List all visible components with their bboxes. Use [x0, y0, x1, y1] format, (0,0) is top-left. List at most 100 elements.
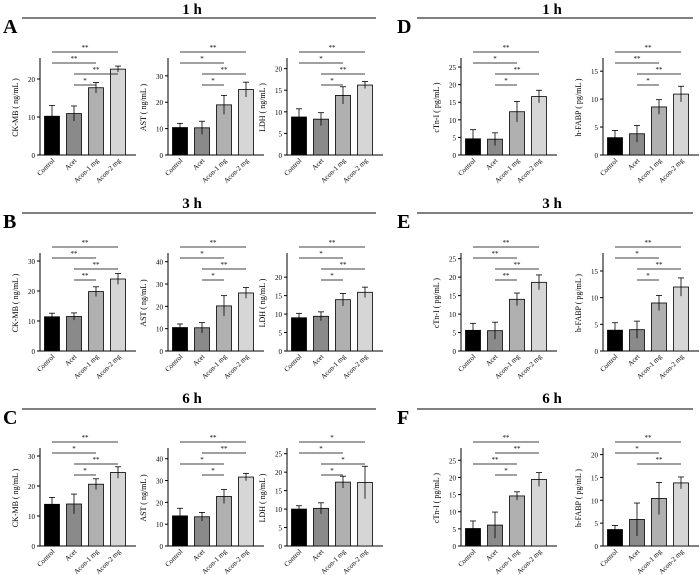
significance-label: ** [93, 66, 101, 74]
y-tick-label: 5 [595, 124, 599, 132]
y-tick-label: 15 [591, 474, 599, 482]
bar [335, 299, 351, 352]
x-tick-label: Control [457, 353, 478, 374]
x-tick-label: Acon-2 mg [515, 547, 543, 575]
significance-label: * [83, 467, 87, 475]
bar-chart: 0 5 10 15 20 h-FABP ( pg/mL ) Control Acet Acon-… [574, 434, 699, 575]
bar [509, 495, 525, 547]
x-tick-label: Control [36, 548, 57, 569]
significance-label: * [635, 445, 639, 453]
significance-label: * [200, 250, 204, 258]
significance-label: * [646, 272, 650, 280]
significance-label: * [504, 467, 508, 475]
y-tick-label: 0 [453, 348, 457, 356]
y-tick-label: 20 [28, 288, 36, 296]
x-tick-label: Control [283, 353, 304, 374]
significance-label: ** [514, 445, 522, 453]
y-tick-label: 15 [275, 488, 283, 496]
y-tick-label: 10 [28, 318, 36, 326]
y-tick-label: 0 [160, 152, 164, 160]
y-tick-label: 30 [156, 281, 164, 289]
bar [335, 95, 351, 156]
y-axis-label: cTn-I ( pg/mL ) [432, 82, 441, 132]
y-tick-label: 20 [449, 274, 457, 282]
x-tick-label: Acet [626, 157, 641, 172]
y-tick-label: 0 [595, 348, 599, 356]
bar [238, 476, 254, 547]
y-tick-label: 25 [275, 451, 283, 459]
y-axis-label: LDH ( ng/mL ) [258, 473, 267, 522]
x-tick-label: Control [36, 157, 57, 178]
panel-letter: F [397, 407, 409, 429]
significance-label: ** [656, 261, 664, 269]
significance-label: ** [221, 261, 229, 269]
y-tick-label: 15 [449, 492, 457, 500]
y-tick-label: 10 [449, 311, 457, 319]
x-tick-label: Acon-2 mg [94, 547, 122, 575]
y-tick-label: 15 [449, 293, 457, 301]
significance-label: ** [340, 66, 348, 74]
significance-label: ** [82, 239, 90, 247]
y-tick-label: 5 [279, 130, 283, 138]
y-tick-label: 20 [449, 82, 457, 90]
y-tick-label: 0 [279, 152, 283, 160]
significance-label: ** [492, 250, 500, 258]
bar [673, 286, 689, 352]
y-axis-label: AST ( ng/mL ) [139, 84, 148, 132]
significance-label: ** [492, 456, 500, 464]
x-tick-label: Acet [63, 157, 78, 172]
y-tick-label: 5 [453, 526, 457, 534]
y-tick-label: 0 [453, 152, 457, 160]
y-axis-label: cTn-I ( pg/mL ) [432, 278, 441, 328]
y-tick-label: 10 [275, 109, 283, 117]
y-tick-label: 0 [32, 543, 36, 551]
x-tick-label: Control [283, 548, 304, 569]
y-axis-label: h-FABP ( pg/mL ) [574, 469, 583, 527]
significance-label: * [341, 456, 345, 464]
y-axis-label: CK-MB ( ng/mL ) [11, 273, 20, 332]
bar [238, 292, 254, 352]
x-tick-label: Acet [63, 548, 78, 563]
y-tick-label: 15 [591, 268, 599, 276]
y-axis-label: LDH ( ng/mL ) [258, 83, 267, 132]
panel-title: 1 h [542, 2, 562, 18]
y-axis-label: CK-MB ( ng/mL ) [11, 468, 20, 527]
significance-label: * [83, 77, 87, 85]
y-tick-label: 10 [449, 117, 457, 125]
x-tick-label: Acon-2 mg [341, 547, 369, 575]
x-tick-label: Acon-2 mg [222, 547, 250, 575]
x-tick-label: Acet [191, 157, 206, 172]
y-axis-label: h-FABP ( pg/mL ) [574, 274, 583, 332]
y-tick-label: 10 [156, 126, 164, 134]
panel-letter: D [397, 16, 411, 38]
significance-label: ** [210, 434, 218, 442]
x-tick-label: Control [164, 157, 185, 178]
y-tick-label: 10 [275, 311, 283, 319]
y-tick-label: 30 [28, 453, 36, 461]
x-tick-label: Acet [626, 353, 641, 368]
significance-label: ** [93, 456, 101, 464]
significance-label: ** [503, 239, 511, 247]
panel-title: 6 h [182, 391, 202, 407]
significance-label: ** [71, 55, 79, 63]
significance-label: * [330, 467, 334, 475]
significance-label: * [504, 77, 508, 85]
significance-label: * [211, 77, 215, 85]
bar [531, 281, 547, 352]
bar [88, 87, 104, 156]
x-tick-label: Control [164, 353, 185, 374]
bar [313, 507, 329, 547]
x-tick-label: Acet [310, 353, 325, 368]
x-tick-label: Acet [310, 157, 325, 172]
significance-label: ** [340, 261, 348, 269]
y-axis-label: CK-MB ( ng/mL ) [11, 78, 20, 137]
x-tick-label: Control [599, 548, 620, 569]
panel-letter: B [3, 211, 16, 233]
y-tick-label: 15 [449, 99, 457, 107]
y-tick-label: 25 [449, 457, 457, 465]
